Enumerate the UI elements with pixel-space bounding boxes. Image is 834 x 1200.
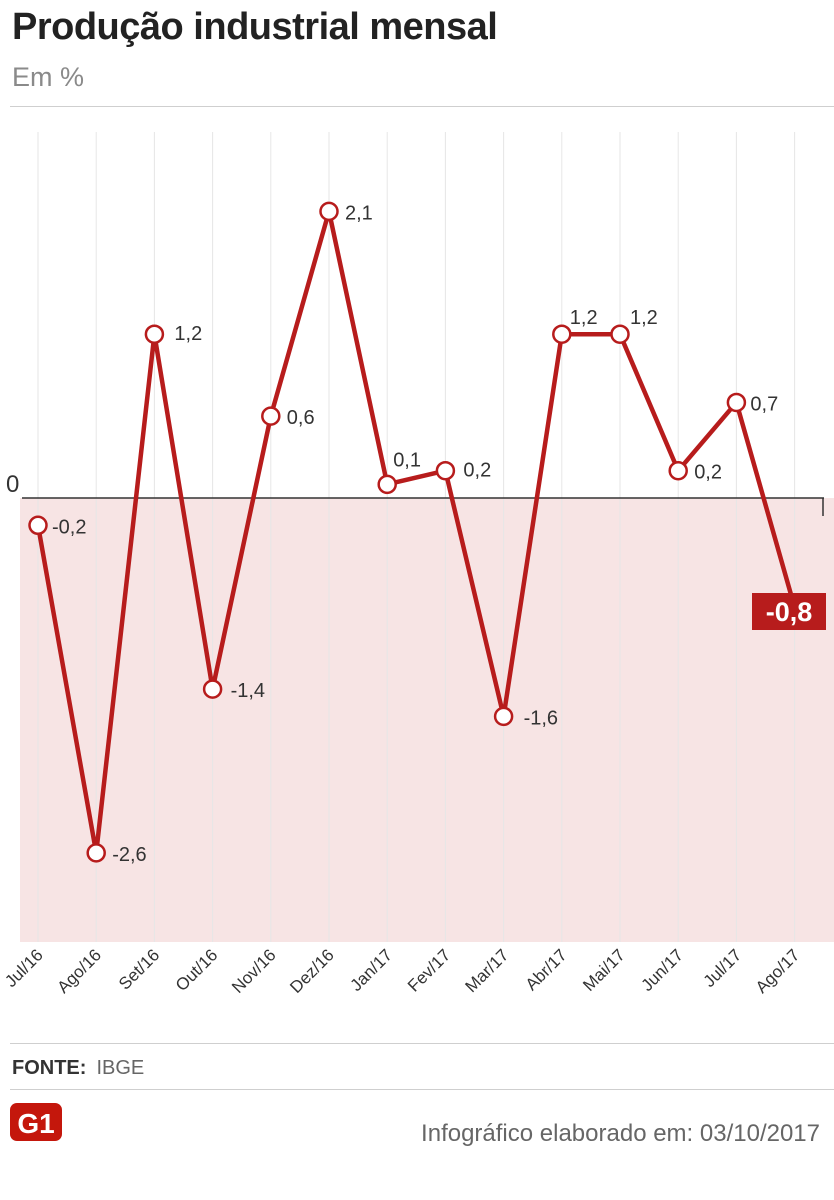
value-label: 2,1	[345, 202, 373, 224]
x-tick-label: Nov/16	[228, 945, 280, 997]
data-point	[28, 515, 48, 536]
value-label: 1,2	[570, 307, 598, 329]
value-label: 0,1	[393, 449, 421, 471]
data-point	[726, 392, 747, 413]
value-label: -1,4	[231, 680, 265, 702]
value-labels: -0,2 -2,6 1,2 -1,4 0,6 2,1 0,1 0,2 -1,6 1,2 1,2 0,2…	[52, 202, 826, 866]
x-tick-label: Set/16	[115, 945, 163, 993]
highlight-value-label: -0,8	[766, 597, 813, 627]
source-label: FONTE:	[12, 1057, 87, 1079]
x-tick-label: Dez/16	[286, 945, 338, 997]
chart-subtitle: Em %	[12, 62, 85, 92]
data-point	[610, 324, 630, 344]
gridlines	[37, 132, 796, 942]
g1-logo-background	[10, 1103, 62, 1141]
data-point	[377, 474, 397, 495]
highlight-value-box	[752, 593, 826, 630]
value-label: -2,6	[112, 844, 146, 866]
x-tick-label: Out/16	[172, 945, 222, 995]
x-tick-label: Mai/17	[579, 945, 629, 995]
value-label: 0,2	[694, 462, 722, 484]
value-label: 1,2	[174, 323, 202, 345]
value-label: -0,2	[52, 516, 86, 538]
chart-title: Produção industrial mensal	[12, 6, 498, 48]
data-points	[28, 201, 747, 863]
chart-bottom-divider	[10, 1043, 834, 1044]
g1-logo-text: G1	[17, 1108, 54, 1139]
x-tick-label: Fev/17	[404, 945, 454, 995]
value-label: 0,2	[463, 460, 491, 482]
x-tick-label: Jun/17	[637, 945, 687, 995]
source-value: IBGE	[96, 1057, 145, 1079]
source-line: FONTE: IBGE	[12, 1057, 144, 1080]
x-tick-label: Jan/17	[346, 945, 396, 995]
header-divider	[10, 106, 834, 107]
data-point	[552, 324, 572, 344]
value-label: 1,2	[630, 307, 658, 329]
value-label: -1,6	[524, 707, 558, 729]
data-point	[144, 324, 165, 344]
data-point	[261, 406, 281, 426]
data-point	[493, 706, 514, 727]
data-point	[86, 843, 106, 863]
series-line	[35, 209, 797, 856]
zero-label: 0	[6, 471, 19, 498]
x-tick-label: Abr/17	[522, 945, 571, 994]
x-tick-label: Ago/17	[752, 945, 804, 997]
footer-divider	[10, 1089, 834, 1090]
data-point	[435, 460, 456, 481]
line-chart: 0 -0,2 -2,6 1,2 -1,4 0,6 2,1 0,1 0,2 -1,6 1,2 1,2 0…	[1, 132, 834, 997]
data-point	[319, 201, 339, 222]
footer-note: Infográfico elaborado em: 03/10/2017	[421, 1120, 820, 1147]
x-axis-labels: Jul/16 Ago/16 Set/16 Out/16 Nov/16 Dez/16 Jan/…	[1, 945, 803, 997]
data-point	[202, 679, 223, 699]
value-label: 0,7	[750, 393, 778, 415]
x-tick-label: Jul/16	[1, 945, 47, 991]
x-tick-label: Ago/16	[53, 945, 105, 997]
data-point	[668, 460, 688, 481]
x-tick-label: Jul/17	[700, 945, 746, 991]
x-tick-label: Mar/17	[462, 945, 513, 996]
g1-logo: G1	[10, 1103, 62, 1141]
value-label: 0,6	[287, 407, 315, 429]
negative-area	[20, 498, 834, 942]
